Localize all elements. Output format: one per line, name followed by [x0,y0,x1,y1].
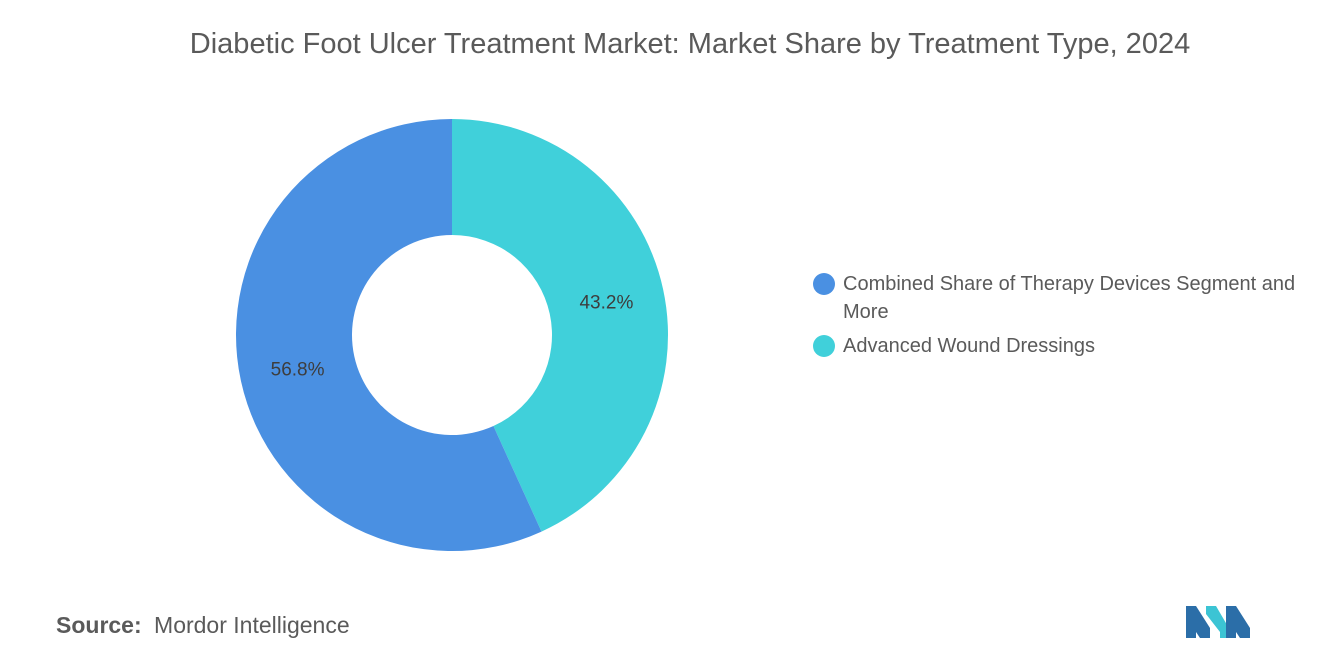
source-value: Mordor Intelligence [154,612,350,638]
chart-title: Diabetic Foot Ulcer Treatment Market: Ma… [189,28,1191,60]
donut-slice-labels: 43.2% 56.8% [271,293,634,381]
donut-slice-1[interactable] [452,119,668,532]
legend-label-advanced-wound-dressings: Advanced Wound Dressings [843,335,1095,357]
legend-item-therapy-devices[interactable]: Combined Share of Therapy Devices Segmen… [813,270,1313,326]
legend-label-therapy-devices: Combined Share of Therapy Devices Segmen… [843,273,1296,323]
donut-slice-label-1: 43.2% [579,293,633,314]
legend-item-advanced-wound-dressings[interactable]: Advanced Wound Dressings [813,332,1313,360]
donut-slice-label-0: 56.8% [271,359,325,380]
source-label: Source: [56,612,142,638]
legend-swatch-advanced-wound-dressings [813,335,835,357]
source-note: Source: Mordor Intelligence [56,612,350,639]
donut-slice-0[interactable] [235,119,542,551]
chart-legend: Combined Share of Therapy Devices Segmen… [813,270,1313,366]
legend-swatch-therapy-devices [813,273,835,295]
mordor-intelligence-logo-icon [1186,606,1250,638]
donut-slices [235,119,668,551]
